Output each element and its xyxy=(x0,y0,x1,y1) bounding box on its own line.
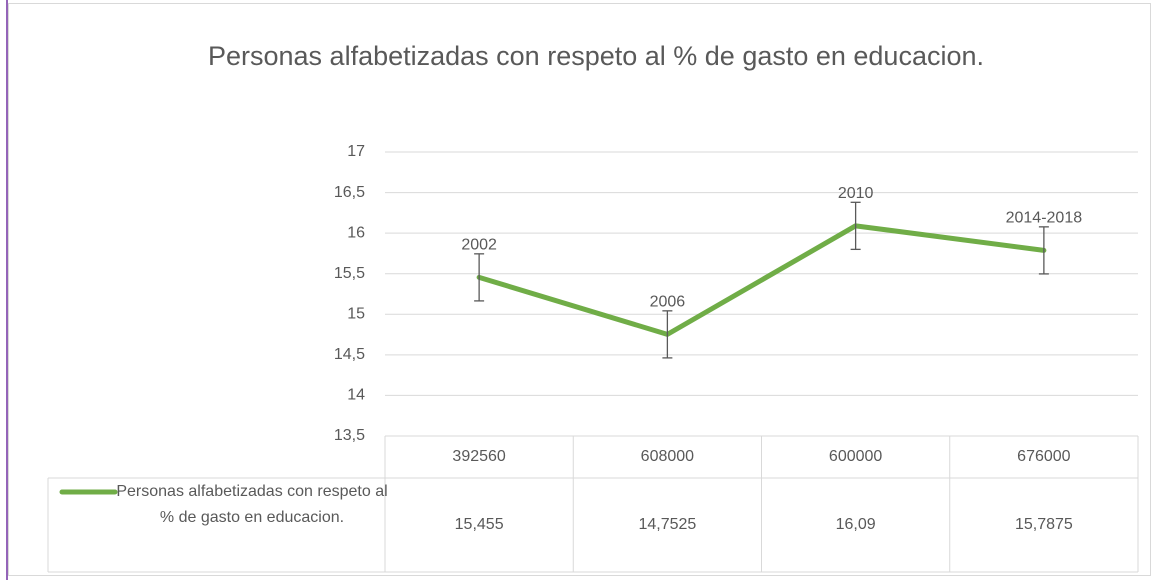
error-bar xyxy=(850,201,861,251)
y-tick-label: 13,5 xyxy=(334,427,365,444)
y-tick-label: 15,5 xyxy=(334,265,365,282)
y-tick-label: 14,5 xyxy=(334,346,365,363)
x-tick-label: 600000 xyxy=(829,448,882,465)
x-tick-label: 608000 xyxy=(641,448,694,465)
y-tick-label: 16,5 xyxy=(334,184,365,201)
table-value: 15,455 xyxy=(455,516,504,533)
x-tick-label: 392560 xyxy=(452,448,505,465)
point-label: 2002 xyxy=(461,237,497,254)
error-bar xyxy=(474,253,485,302)
chart-title: Personas alfabetizadas con respeto al % … xyxy=(208,41,984,71)
point-label: 2014-2018 xyxy=(1006,210,1083,227)
y-tick-label: 16 xyxy=(347,224,365,241)
point-label: 2010 xyxy=(838,185,874,202)
y-tick-label: 14 xyxy=(347,387,365,404)
point-label: 2006 xyxy=(650,294,686,311)
table-value: 15,7875 xyxy=(1015,516,1073,533)
legend-label: Personas alfabetizadas con respeto al% d… xyxy=(116,483,387,526)
y-tick-label: 17 xyxy=(347,143,365,160)
table-value: 16,09 xyxy=(836,516,876,533)
data-line xyxy=(476,223,1047,337)
table-value: 14,7525 xyxy=(638,516,696,533)
x-tick-label: 676000 xyxy=(1017,448,1070,465)
error-bar xyxy=(1038,226,1049,275)
y-tick-label: 15 xyxy=(347,306,365,323)
chart-frame xyxy=(8,3,1151,576)
error-bar xyxy=(662,310,673,359)
